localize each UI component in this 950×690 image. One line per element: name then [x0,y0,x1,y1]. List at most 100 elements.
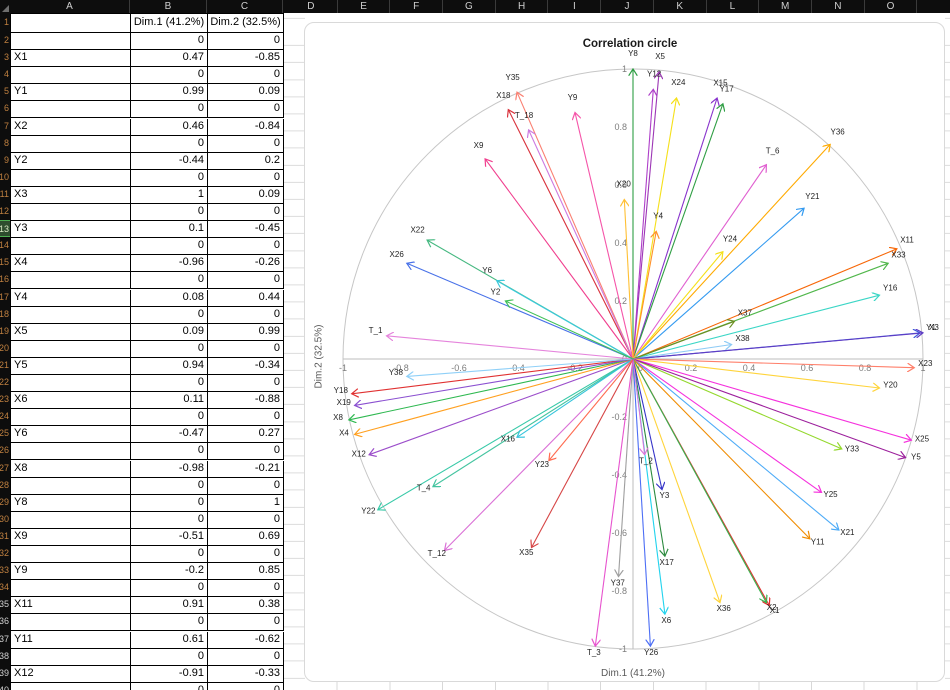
row-header-37[interactable]: 37 [0,633,9,644]
cell-A20[interactable] [11,340,131,358]
vector-arrow-Y6[interactable] [497,281,634,360]
cell-A15[interactable]: X4 [11,255,131,273]
vector-arrow-X16[interactable] [517,358,634,437]
row-header-17[interactable]: 17 [0,291,9,302]
cell-C31[interactable]: 0.69 [208,528,284,546]
row-header-34[interactable]: 34 [0,582,9,593]
column-header-G[interactable]: G [443,0,496,13]
cell-C20[interactable]: 0 [208,340,284,358]
row-header-27[interactable]: 27 [0,462,9,473]
vector-arrow-X18[interactable] [508,110,634,360]
cell-A29[interactable]: Y8 [11,494,131,512]
vector-arrow-X38[interactable] [632,345,732,360]
cell-A34[interactable] [11,580,131,598]
row-header-40[interactable]: 40 [0,684,9,690]
row-header-19[interactable]: 19 [0,325,9,336]
vector-arrow-X25[interactable] [632,358,911,440]
cell-B35[interactable]: 0.91 [131,597,208,615]
cell-B26[interactable]: 0 [131,443,208,461]
vector-arrow-X5[interactable] [632,72,659,360]
row-header-29[interactable]: 29 [0,496,9,507]
cell-A18[interactable] [11,306,131,324]
row-header-38[interactable]: 38 [0,650,9,661]
vector-arrow-X9[interactable] [485,159,634,360]
cell-A7[interactable]: X2 [11,118,131,136]
cell-C37[interactable]: -0.62 [208,631,284,649]
cell-B15[interactable]: -0.96 [131,255,208,273]
cell-A10[interactable] [11,169,131,187]
row-header-24[interactable]: 24 [0,411,9,422]
cell-B13[interactable]: 0.1 [131,221,208,239]
cell-A23[interactable]: X6 [11,392,131,410]
cell-B17[interactable]: 0.08 [131,289,208,307]
vector-arrow-X26[interactable] [407,263,634,360]
cell-A30[interactable] [11,511,131,529]
cell-B9[interactable]: -0.44 [131,152,208,170]
cell-A6[interactable] [11,101,131,119]
column-header-B[interactable]: B [130,0,207,13]
cell-B11[interactable]: 1 [131,186,208,204]
cell-B23[interactable]: 0.11 [131,392,208,410]
row-header-36[interactable]: 36 [0,616,9,627]
vector-arrow-X19[interactable] [355,358,634,405]
cell-C22[interactable]: 0 [208,375,284,393]
vector-arrow-X3[interactable] [632,333,923,360]
row-header-11[interactable]: 11 [0,188,9,199]
cell-C36[interactable]: 0 [208,614,284,632]
cell-C23[interactable]: -0.88 [208,392,284,410]
cell-B32[interactable]: 0 [131,546,208,564]
cell-A14[interactable] [11,238,131,256]
cell-B16[interactable]: 0 [131,272,208,290]
cell-C32[interactable]: 0 [208,546,284,564]
row-header-18[interactable]: 18 [0,308,9,319]
vector-arrow-Y37[interactable] [619,358,634,577]
row-header-16[interactable]: 16 [0,274,9,285]
cell-A27[interactable]: X8 [11,460,131,478]
row-header-10[interactable]: 10 [0,171,9,182]
row-header-6[interactable]: 6 [3,103,9,114]
row-header-22[interactable]: 22 [0,377,9,387]
cell-A5[interactable]: Y1 [11,84,131,102]
cell-A2[interactable] [11,33,131,51]
cell-C18[interactable]: 0 [208,306,284,324]
cell-B30[interactable]: 0 [131,511,208,529]
cell-A31[interactable]: X9 [11,528,131,546]
cell-A39[interactable]: X12 [11,665,131,683]
vector-arrow-Y2[interactable] [505,301,634,360]
vector-arrow-Y25[interactable] [632,358,822,492]
column-header-O[interactable]: O [865,0,918,13]
cell-C21[interactable]: -0.34 [208,357,284,375]
column-header-M[interactable]: M [759,0,812,13]
cell-A16[interactable] [11,272,131,290]
cell-C34[interactable]: 0 [208,580,284,598]
cell-B36[interactable]: 0 [131,614,208,632]
cell-B39[interactable]: -0.91 [131,665,208,683]
cell-C10[interactable]: 0 [208,169,284,187]
vector-arrow-T_4[interactable] [433,358,634,487]
row-header-28[interactable]: 28 [0,479,9,490]
cell-A40[interactable] [11,682,131,690]
cell-C4[interactable]: 0 [208,67,284,85]
vector-arrow-X23[interactable] [632,358,914,368]
column-header-K[interactable]: K [654,0,707,13]
vector-arrow-Y33[interactable] [632,358,842,449]
vector-arrow-Y18[interactable] [352,358,634,394]
cell-C13[interactable]: -0.45 [208,221,284,239]
cell-A17[interactable]: Y4 [11,289,131,307]
row-header-33[interactable]: 33 [0,565,9,576]
row-header-13[interactable]: 13 [0,220,10,238]
cell-A25[interactable]: Y6 [11,426,131,444]
cell-C12[interactable]: 0 [208,204,284,222]
row-header-31[interactable]: 31 [0,530,9,541]
cell-A33[interactable]: Y9 [11,563,131,581]
vector-arrow-Y5[interactable] [632,358,906,458]
row-header-9[interactable]: 9 [3,154,9,165]
cell-B14[interactable]: 0 [131,238,208,256]
cell-A11[interactable]: X3 [11,186,131,204]
column-header-I[interactable]: I [549,0,602,13]
vector-arrow-X21[interactable] [632,358,839,530]
vector-arrow-T_3[interactable] [595,358,634,646]
cell-B5[interactable]: 0.99 [131,84,208,102]
column-header-E[interactable]: E [338,0,391,13]
cell-B7[interactable]: 0.46 [131,118,208,136]
